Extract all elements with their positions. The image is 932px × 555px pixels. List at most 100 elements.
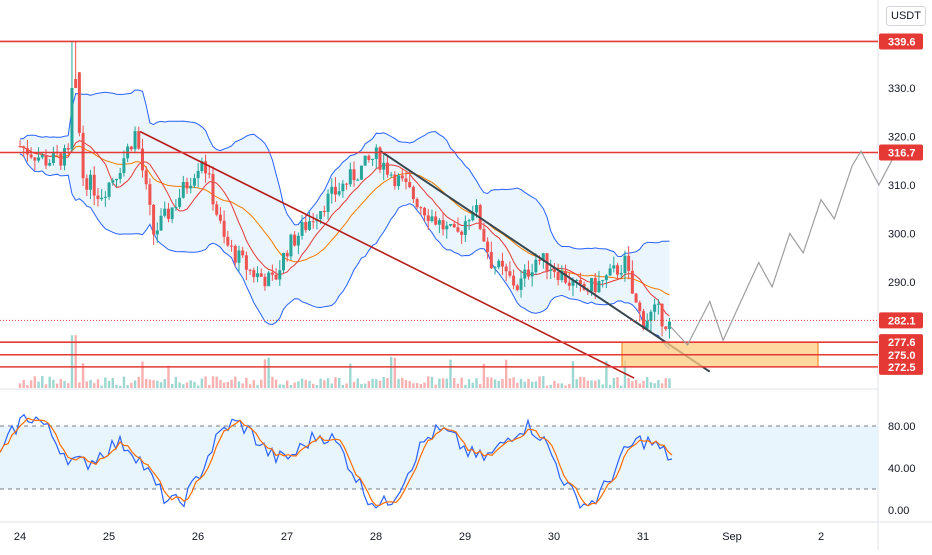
volume-bar <box>222 382 226 388</box>
candle-body <box>359 165 363 180</box>
candle-body <box>641 311 645 329</box>
candle-body <box>593 277 597 293</box>
candle-body <box>526 269 530 277</box>
candle-body <box>218 214 222 221</box>
candle-body <box>397 175 401 187</box>
price-tick-label: 330.0 <box>888 83 916 95</box>
candle-body <box>486 241 490 253</box>
volume-bar <box>553 380 556 388</box>
volume-bar <box>215 376 218 388</box>
volume-bar <box>55 383 59 388</box>
candle-body <box>434 216 438 225</box>
volume-bar <box>646 377 649 388</box>
price-level-badge-text: 339.6 <box>888 36 916 48</box>
bollinger-bands <box>19 89 670 350</box>
candle-body <box>89 174 93 190</box>
candle-body <box>207 173 211 175</box>
volume-bar <box>170 383 174 388</box>
candle-body <box>489 252 493 269</box>
price-level-badge-text: 272.5 <box>888 362 916 374</box>
volume-bar <box>549 384 552 388</box>
candle-body <box>415 199 419 208</box>
candle-body <box>664 326 668 330</box>
candle-body <box>389 174 393 176</box>
volume-bar <box>445 378 448 388</box>
candle-body <box>311 221 315 223</box>
volume-bar <box>111 377 114 388</box>
volume-bar <box>490 377 493 388</box>
stochastic-tick-label: 0.00 <box>888 505 909 517</box>
candle-body <box>575 279 579 281</box>
candle-body <box>96 195 100 200</box>
candle-body <box>508 271 512 276</box>
candle-body <box>278 270 282 280</box>
candle-body <box>70 88 74 150</box>
volume-bar <box>52 379 55 388</box>
volume-bar <box>493 379 497 388</box>
candle-body <box>285 252 289 257</box>
candle-body <box>456 227 460 232</box>
volume-bar <box>137 376 140 388</box>
volume-bar <box>282 384 285 388</box>
volume-bar <box>438 378 441 388</box>
moving-average-slow <box>19 145 670 296</box>
candle-body <box>122 158 126 174</box>
stochastic-tick-label: 80.00 <box>888 421 916 433</box>
volume-bar <box>356 378 359 388</box>
currency-unit-badge[interactable]: USDT <box>886 6 926 26</box>
volume-bar <box>412 383 415 388</box>
volume-bar <box>597 379 601 388</box>
volume-bar <box>141 361 144 388</box>
candle-body <box>282 252 286 271</box>
candle-body <box>578 279 582 284</box>
candle-body <box>256 273 260 278</box>
candle-body <box>185 181 189 189</box>
volume-bar <box>664 378 667 388</box>
volume-bar <box>479 384 482 388</box>
volume-bar <box>594 380 597 388</box>
volume-bar <box>345 383 348 388</box>
volume-bar <box>371 378 374 388</box>
volume-bar <box>397 378 400 388</box>
stochastic-k-line <box>0 413 673 510</box>
volume-bar <box>74 335 77 388</box>
volume-bar <box>182 384 185 388</box>
volume-bar <box>575 379 578 388</box>
volume-bar <box>22 379 25 388</box>
price-level-badge <box>879 144 923 161</box>
candle-body <box>601 280 605 282</box>
candle-body <box>100 197 104 200</box>
volume-bar <box>653 383 656 388</box>
volume-bar <box>475 378 478 388</box>
volume-bar <box>152 380 155 388</box>
candle-body <box>322 211 326 213</box>
volume-bar <box>627 378 630 388</box>
volume-bar <box>196 385 200 388</box>
stochastic-band-fill <box>0 426 878 489</box>
candle-body <box>326 193 330 212</box>
time-tick-label: 2 <box>818 531 824 543</box>
price-level-badge-text: 316.7 <box>888 148 916 160</box>
candle-body <box>263 276 267 287</box>
candle-body <box>367 155 371 160</box>
candle-body <box>40 155 44 158</box>
price-level-badge-text: 275.0 <box>888 350 916 362</box>
volume-bar <box>360 383 363 388</box>
volume-bar <box>174 376 178 388</box>
candle-body <box>230 245 234 247</box>
volume-bar <box>271 376 274 388</box>
candle-body <box>25 148 29 155</box>
volume-bar <box>204 376 207 388</box>
candle-body <box>211 174 215 205</box>
candle-body <box>181 181 185 198</box>
volume-bar <box>126 385 129 388</box>
volume-bar <box>230 379 233 388</box>
volume-bar <box>263 359 267 388</box>
volume-bar <box>304 379 307 388</box>
candle-body <box>564 271 568 283</box>
candle-body <box>441 220 445 230</box>
candle-body <box>493 267 497 269</box>
volume-bar <box>208 384 211 388</box>
price-level-badge <box>879 346 923 363</box>
